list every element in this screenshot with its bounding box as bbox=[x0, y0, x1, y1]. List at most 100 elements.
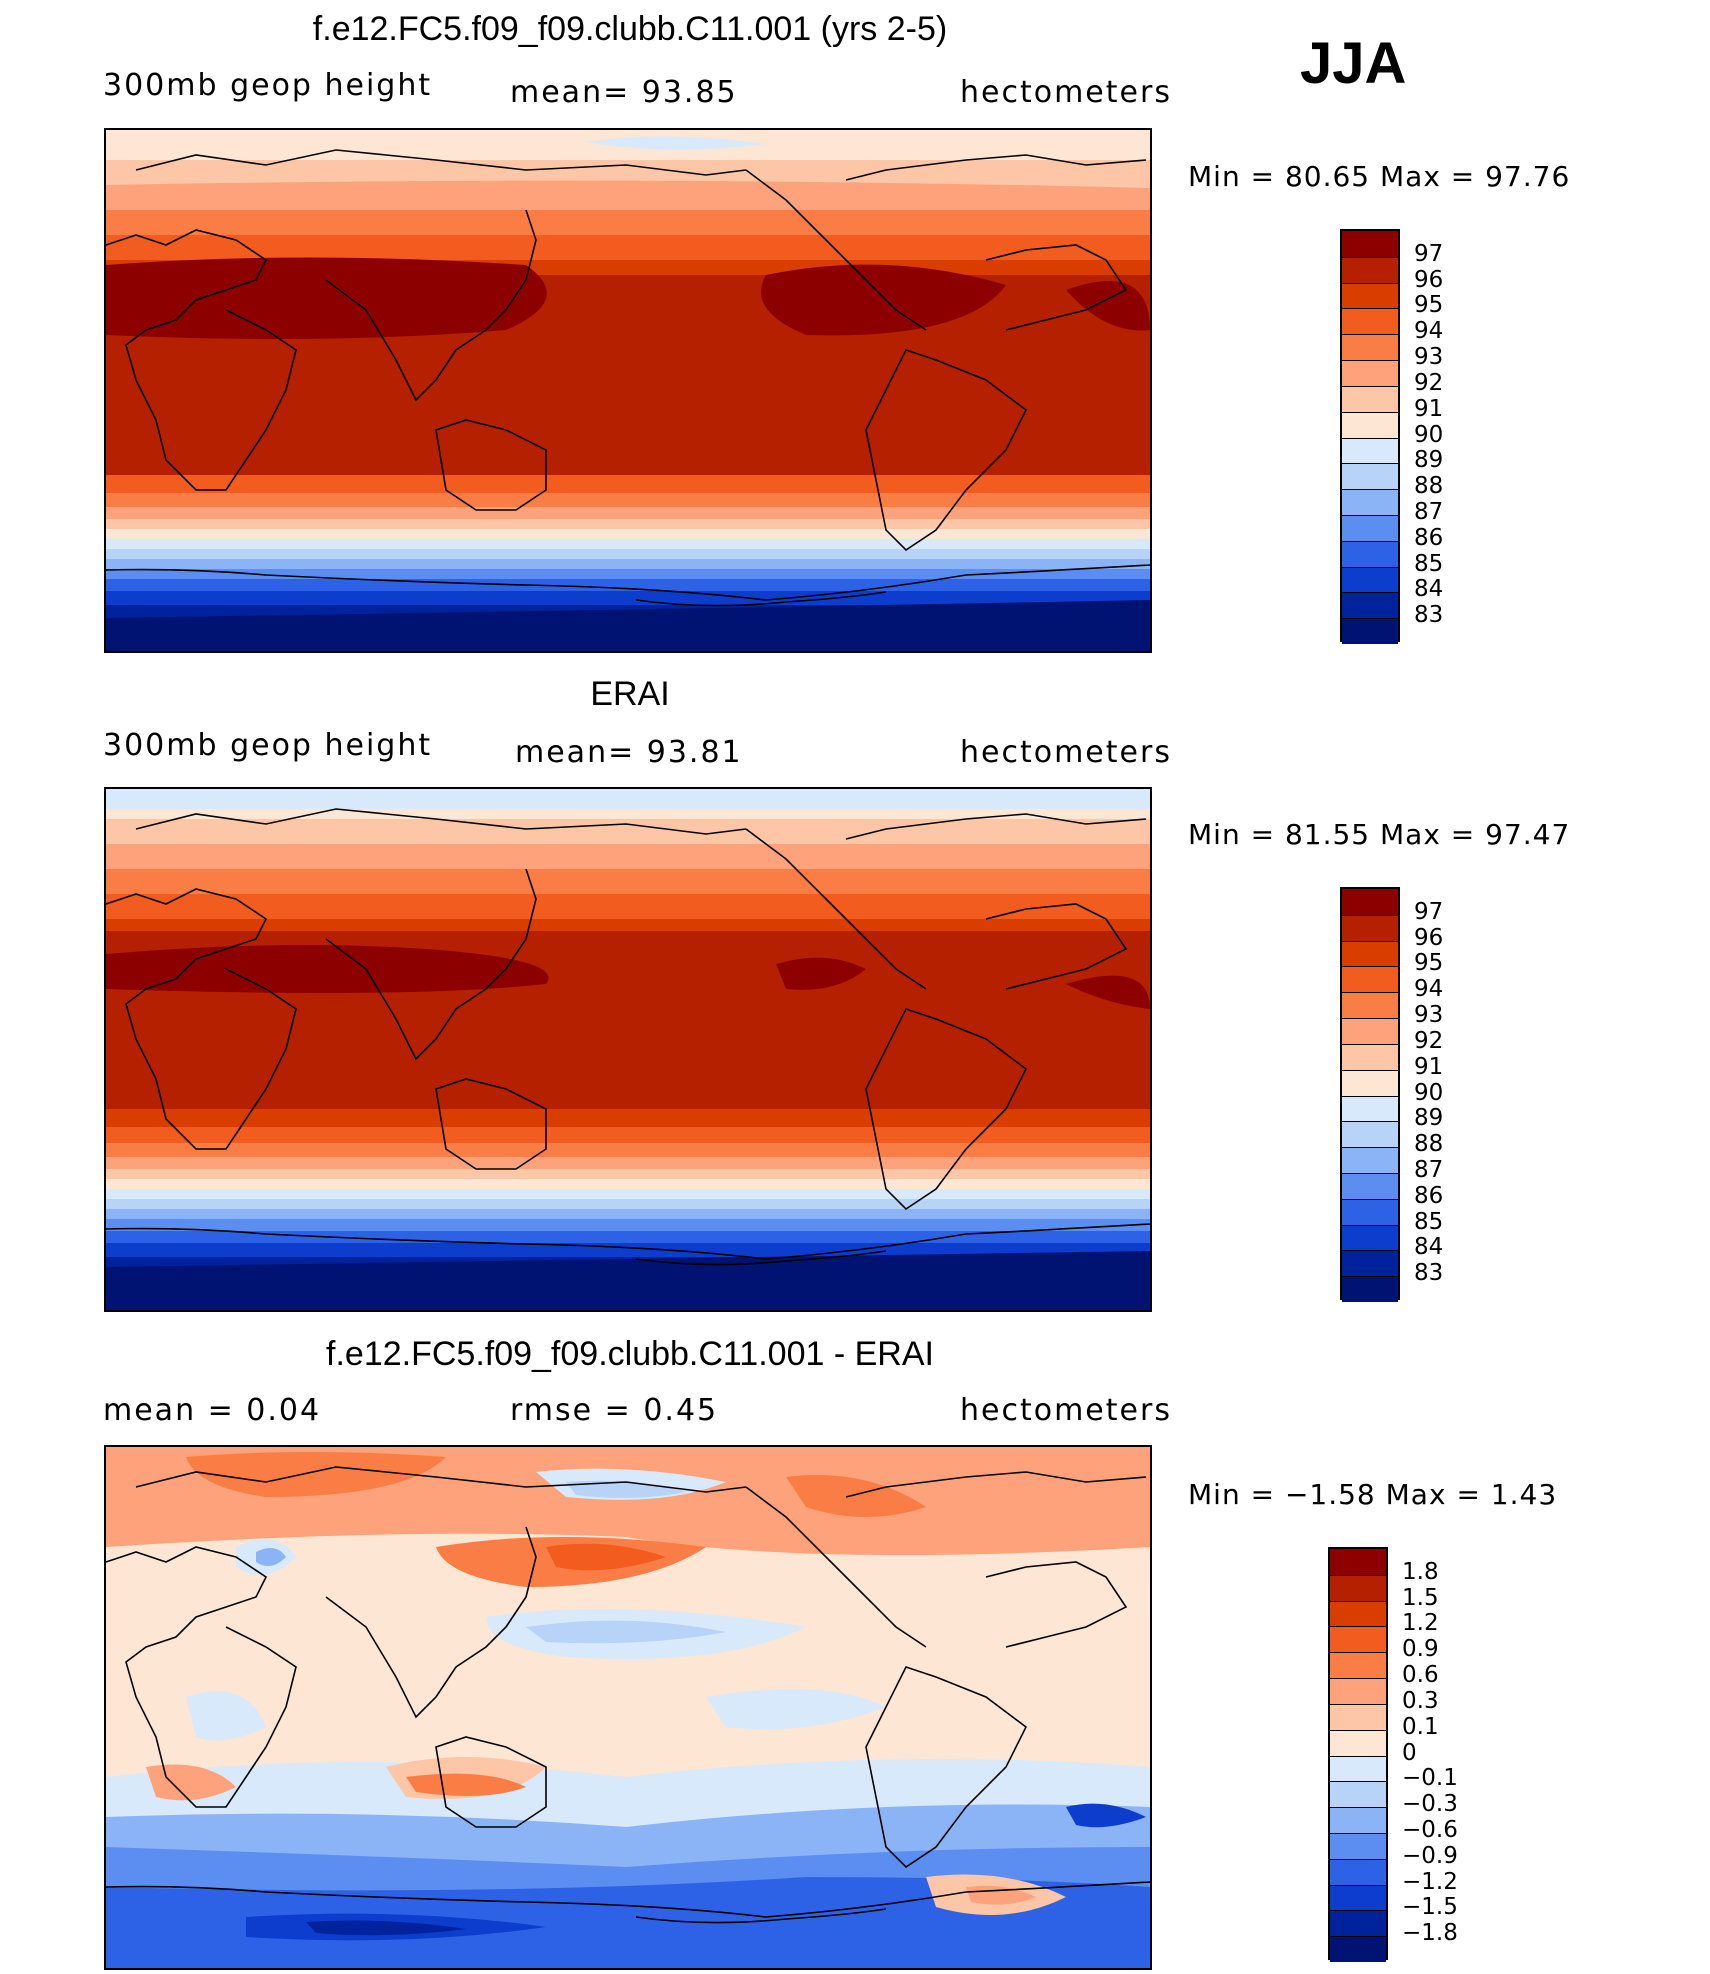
labelbar-swatch bbox=[1342, 360, 1398, 386]
labelbar-tick-label: 89 bbox=[1414, 447, 1444, 474]
labelbar-tick-label: 96 bbox=[1414, 266, 1444, 293]
labelbar-swatch bbox=[1342, 1250, 1398, 1277]
panel-obs-legend: 97 96 95 94 93 92 91 90 89 88 87 86 85 84 83 bbox=[1340, 887, 1443, 1302]
labelbar-tick-label: 83 bbox=[1414, 602, 1444, 629]
labelbar-tick-label: 97 bbox=[1414, 240, 1444, 267]
labelbar-swatch bbox=[1330, 1884, 1386, 1911]
panel-obs-variable-label: 300mb geop height bbox=[103, 728, 433, 763]
labelbar-swatch bbox=[1342, 1069, 1398, 1096]
panel-diff-legend: 1.8 1.5 1.2 0.9 0.6 0.3 0.1 0 −0.1 −0.3 −0.6 −0.9 −1… bbox=[1328, 1547, 1458, 1962]
labelbar-tick-label: 0.1 bbox=[1402, 1713, 1439, 1740]
labelbar-tick-label: 93 bbox=[1414, 344, 1444, 371]
coastlines-diff bbox=[106, 1466, 1150, 1924]
panel-diff-min-max: Min = −1.58 Max = 1.43 bbox=[1188, 1478, 1558, 1511]
labelbar bbox=[1328, 1547, 1388, 1962]
labelbar-swatch bbox=[1342, 514, 1398, 541]
panel-diff-units-label: hectometers bbox=[960, 1393, 1172, 1428]
labelbar-swatch bbox=[1330, 1807, 1386, 1833]
labelbar-swatch bbox=[1342, 992, 1398, 1019]
labelbar-tick-label: −1.5 bbox=[1402, 1894, 1458, 1921]
labelbar-swatch bbox=[1342, 1224, 1398, 1251]
labelbar-swatch bbox=[1342, 566, 1398, 593]
labelbar-swatch bbox=[1342, 411, 1398, 438]
labelbar-swatch bbox=[1342, 231, 1398, 257]
labelbar-tick-label: 88 bbox=[1414, 1131, 1444, 1158]
labelbar-tick-label: 97 bbox=[1414, 898, 1444, 925]
labelbar-tick-label: 89 bbox=[1414, 1105, 1444, 1132]
labelbar-tick-label: 1.2 bbox=[1402, 1610, 1439, 1637]
labelbar-tick-label: 95 bbox=[1414, 292, 1444, 319]
panel-model-legend: 97 96 95 94 93 92 91 90 89 88 87 86 85 84 83 bbox=[1340, 229, 1443, 644]
panel-diff-mean-label: mean = 0.04 bbox=[103, 1393, 322, 1428]
panel-model-variable-label: 300mb geop height bbox=[103, 68, 433, 103]
labelbar-swatch bbox=[1330, 1600, 1386, 1627]
labelbar-tick-label: 90 bbox=[1414, 421, 1444, 448]
labelbar bbox=[1340, 229, 1400, 644]
labelbar-tick-label: 90 bbox=[1414, 1079, 1444, 1106]
labelbar-tick-label: 91 bbox=[1414, 1053, 1444, 1080]
panel-diff-title: f.e12.FC5.f09_f09.clubb.C11.001 - ERAI bbox=[326, 1335, 934, 1373]
labelbar-swatch bbox=[1342, 308, 1398, 335]
panel-obs-min-max: Min = 81.55 Max = 97.47 bbox=[1188, 818, 1571, 851]
labelbar-swatch bbox=[1342, 940, 1398, 967]
season-label: JJA bbox=[1300, 31, 1407, 96]
labelbar-tick-label: 92 bbox=[1414, 1027, 1444, 1054]
labelbar-tick-label: 84 bbox=[1414, 576, 1444, 603]
labelbar-tick-label: 91 bbox=[1414, 395, 1444, 422]
labelbar-tick-label: 1.5 bbox=[1402, 1584, 1439, 1611]
panel-model-map bbox=[104, 128, 1152, 653]
labelbar-tick-label: 92 bbox=[1414, 369, 1444, 396]
labelbar-swatch bbox=[1342, 463, 1398, 490]
labelbar-swatch bbox=[1330, 1832, 1386, 1859]
labelbar-swatch bbox=[1330, 1652, 1386, 1679]
labelbar-swatch bbox=[1330, 1910, 1386, 1937]
labelbar-tick-label: −0.9 bbox=[1402, 1842, 1458, 1869]
labelbar-swatch bbox=[1342, 385, 1398, 412]
labelbar-tick-label: −0.1 bbox=[1402, 1765, 1458, 1792]
labelbar-tick-label: 95 bbox=[1414, 950, 1444, 977]
labelbar-tick-label: 0.6 bbox=[1402, 1662, 1439, 1689]
labelbar-swatch bbox=[1342, 966, 1398, 993]
labelbar-swatch bbox=[1330, 1729, 1386, 1756]
labelbar-swatch bbox=[1342, 1147, 1398, 1173]
labelbar-swatch bbox=[1330, 1626, 1386, 1653]
labelbar-tick-label: 0.9 bbox=[1402, 1636, 1439, 1663]
labelbar-tick-label: 85 bbox=[1414, 550, 1444, 577]
labelbar-swatch bbox=[1330, 1703, 1386, 1730]
labelbar-tick-label: 94 bbox=[1414, 976, 1444, 1003]
coastlines-obs bbox=[106, 808, 1150, 1266]
panel-model-title: f.e12.FC5.f09_f09.clubb.C11.001 (yrs 2-5… bbox=[312, 10, 948, 48]
labelbar-swatch bbox=[1342, 540, 1398, 567]
labelbar-tick-label: 96 bbox=[1414, 924, 1444, 951]
labelbar-swatch bbox=[1342, 489, 1398, 515]
panel-obs-units-label: hectometers bbox=[960, 735, 1172, 770]
labelbar-swatch bbox=[1342, 618, 1398, 644]
labelbar-tick-label: 88 bbox=[1414, 473, 1444, 500]
labelbar bbox=[1340, 887, 1400, 1302]
labelbar-swatch bbox=[1342, 1121, 1398, 1148]
labelbar-swatch bbox=[1342, 1043, 1398, 1070]
labelbar-tick-label: 84 bbox=[1414, 1234, 1444, 1261]
panel-diff-map bbox=[104, 1445, 1152, 1970]
labelbar-swatch bbox=[1330, 1936, 1386, 1962]
field-obs bbox=[106, 789, 1150, 1310]
labelbar-tick-label: 86 bbox=[1414, 1182, 1444, 1209]
labelbar-swatch bbox=[1330, 1781, 1386, 1808]
labelbar-tick-label: −0.3 bbox=[1402, 1791, 1458, 1818]
labelbar-tick-label: 85 bbox=[1414, 1208, 1444, 1235]
labelbar-tick-label: 0.3 bbox=[1402, 1687, 1439, 1714]
panel-obs-map bbox=[104, 787, 1152, 1312]
field-model bbox=[106, 130, 1150, 651]
labelbar-swatch bbox=[1342, 282, 1398, 309]
labelbar-tick-label: 1.8 bbox=[1402, 1558, 1439, 1585]
panel-model-min-max: Min = 80.65 Max = 97.76 bbox=[1188, 160, 1571, 193]
labelbar-tick-label: 83 bbox=[1414, 1260, 1444, 1287]
labelbar-tick-label: 93 bbox=[1414, 1002, 1444, 1029]
labelbar-swatch bbox=[1342, 1018, 1398, 1044]
labelbar-swatch bbox=[1342, 256, 1398, 283]
labelbar-swatch bbox=[1330, 1678, 1386, 1704]
panel-model-mean-label: mean= 93.85 bbox=[510, 75, 738, 110]
labelbar-swatch bbox=[1342, 1276, 1398, 1302]
labelbar-tick-label: 87 bbox=[1414, 1156, 1444, 1183]
labelbar-tick-label: −0.6 bbox=[1402, 1816, 1458, 1843]
